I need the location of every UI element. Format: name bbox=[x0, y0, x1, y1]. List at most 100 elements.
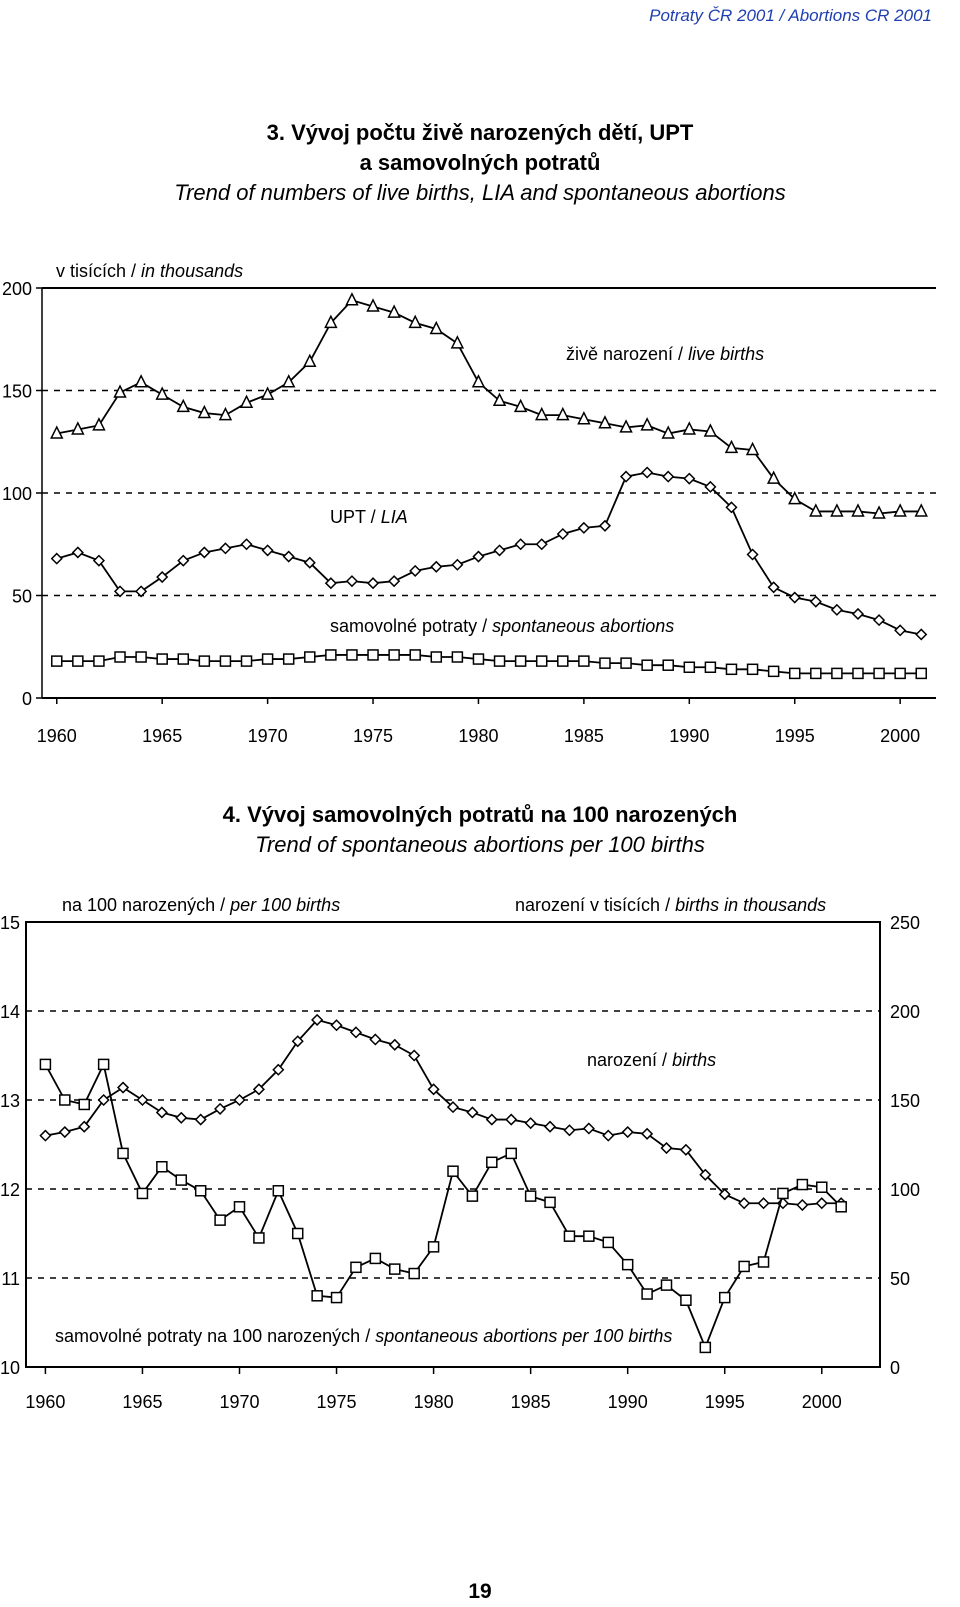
chart1-point-2 bbox=[72, 655, 84, 667]
chart2-point-1 bbox=[816, 1181, 828, 1193]
chart2-point-1 bbox=[777, 1187, 789, 1200]
chart2-point-0 bbox=[582, 1122, 595, 1135]
chart1-y-tick-label: 200 bbox=[2, 279, 32, 299]
chart2-point-0 bbox=[78, 1120, 91, 1133]
chart1-point-1 bbox=[156, 570, 169, 584]
chart1-series-label-live-births: živě narození / live births bbox=[566, 344, 764, 364]
chart1-point-2 bbox=[240, 655, 253, 667]
chart1-point-0 bbox=[113, 384, 127, 398]
chart2-point-1 bbox=[291, 1227, 304, 1240]
chart2-point-1 bbox=[427, 1241, 440, 1253]
chart1-point-1 bbox=[873, 614, 886, 627]
chart1-x-tick-label: 1995 bbox=[775, 726, 815, 746]
chart1-point-0 bbox=[703, 423, 718, 437]
chart1-point-1 bbox=[704, 480, 717, 493]
chart1-point-1 bbox=[451, 558, 464, 571]
chart1-point-1 bbox=[556, 527, 569, 541]
chart2-x-tick-label: 2000 bbox=[802, 1392, 842, 1412]
chart2-point-1 bbox=[408, 1267, 420, 1280]
chart2-title: 4. Vývoj samovolných potratů na 100 naro… bbox=[0, 800, 960, 860]
chart2-point-0 bbox=[543, 1120, 557, 1133]
chart1-point-0 bbox=[745, 441, 760, 456]
chart1-point-0 bbox=[577, 411, 591, 425]
chart2-frame bbox=[25, 921, 881, 1368]
chart1-point-1 bbox=[282, 550, 295, 563]
chart1-point-1 bbox=[493, 544, 506, 557]
chart1-point-2 bbox=[388, 649, 400, 661]
chart1-point-0 bbox=[155, 386, 169, 400]
chart2-point-1 bbox=[214, 1214, 226, 1226]
chart2-point-0 bbox=[97, 1093, 110, 1107]
chart2-point-1 bbox=[680, 1294, 692, 1306]
chart2-point-0 bbox=[408, 1049, 421, 1062]
chart1-point-2 bbox=[304, 651, 316, 663]
chart2-point-1 bbox=[447, 1165, 459, 1177]
chart1-point-2 bbox=[599, 657, 611, 669]
chart1-point-1 bbox=[472, 550, 485, 563]
chart1-point-2 bbox=[177, 653, 190, 665]
chart2-point-1 bbox=[660, 1279, 673, 1291]
chart1-point-0 bbox=[324, 314, 338, 329]
chart1-point-0 bbox=[134, 374, 148, 388]
chart2-point-1 bbox=[796, 1178, 809, 1191]
chart2-point-0 bbox=[699, 1168, 712, 1181]
chart1-point-1 bbox=[177, 554, 190, 567]
chart1-point-0 bbox=[598, 415, 612, 429]
chart1-point-0 bbox=[851, 503, 865, 517]
chart2-y-left-tick-label: 10 bbox=[0, 1358, 20, 1378]
chart2-y-right-tick-label: 200 bbox=[890, 1002, 920, 1022]
chart1-point-2 bbox=[810, 667, 822, 680]
chart1-point-0 bbox=[303, 353, 317, 368]
chart1-point-0 bbox=[50, 425, 64, 439]
chart2-point-1 bbox=[505, 1147, 517, 1160]
chart2-point-1 bbox=[563, 1230, 576, 1242]
chart2-x-tick-label: 1980 bbox=[414, 1392, 454, 1412]
chart1-point-0 bbox=[534, 406, 549, 421]
chart2-point-0 bbox=[485, 1113, 498, 1126]
chart2-point-1 bbox=[524, 1190, 537, 1202]
chart1-series-label-lia: UPT / LIA bbox=[330, 507, 408, 527]
chart1-point-2 bbox=[683, 661, 696, 673]
chart2-left-unit-label: na 100 narozených / per 100 births bbox=[62, 895, 340, 915]
chart2-point-0 bbox=[311, 1013, 324, 1026]
chart2-series-label-births: narození / births bbox=[587, 1050, 716, 1070]
chart1-y-tick-label: 100 bbox=[2, 484, 32, 504]
chart2-point-0 bbox=[369, 1033, 382, 1046]
chart1-x-tick-label: 1960 bbox=[37, 726, 77, 746]
chart1-point-2 bbox=[831, 667, 843, 680]
chart1-point-2 bbox=[114, 651, 126, 663]
chart1-x-tick-label: 2000 bbox=[880, 726, 920, 746]
chart1-point-0 bbox=[450, 335, 465, 349]
chart1-point-1 bbox=[261, 544, 274, 557]
chart1-point-1 bbox=[113, 585, 127, 598]
chart1-x-tick-label: 1965 bbox=[142, 726, 182, 746]
chart1-point-1 bbox=[598, 519, 612, 532]
chart2-point-1 bbox=[311, 1290, 323, 1302]
chart2-x-tick-label: 1995 bbox=[705, 1392, 745, 1412]
chart1-point-2 bbox=[198, 655, 211, 667]
chart2-point-1 bbox=[117, 1147, 129, 1160]
chart2-y-left-tick-label: 14 bbox=[0, 1002, 20, 1022]
chart1-point-2 bbox=[261, 653, 274, 665]
chart1-title: 3. Vývoj počtu živě narozených dětí, UPT… bbox=[0, 118, 960, 208]
chart1-point-2 bbox=[557, 655, 569, 667]
chart1-point-1 bbox=[50, 552, 63, 565]
chart1-y-tick-label: 150 bbox=[2, 382, 32, 402]
chart1-point-0 bbox=[872, 505, 886, 519]
chart2-point-0 bbox=[563, 1124, 576, 1137]
chart2-point-0 bbox=[679, 1143, 692, 1156]
chart1-point-1 bbox=[788, 591, 801, 604]
chart2-title-cz: 4. Vývoj samovolných potratů na 100 naro… bbox=[222, 802, 738, 827]
chart1-point-1 bbox=[683, 472, 696, 485]
chart2-y-left-tick-label: 11 bbox=[1, 1269, 20, 1289]
chart2-point-1 bbox=[253, 1232, 265, 1244]
chart2-point-1 bbox=[583, 1230, 595, 1242]
chart2-point-1 bbox=[621, 1258, 634, 1271]
chart2-point-1 bbox=[78, 1098, 90, 1111]
chart2-point-1 bbox=[641, 1288, 653, 1300]
chart1-point-2 bbox=[746, 663, 759, 676]
chart2-point-1 bbox=[233, 1201, 246, 1213]
chart1-point-2 bbox=[578, 655, 590, 667]
chart1-title-en: Trend of numbers of live births, LIA and… bbox=[174, 180, 786, 205]
